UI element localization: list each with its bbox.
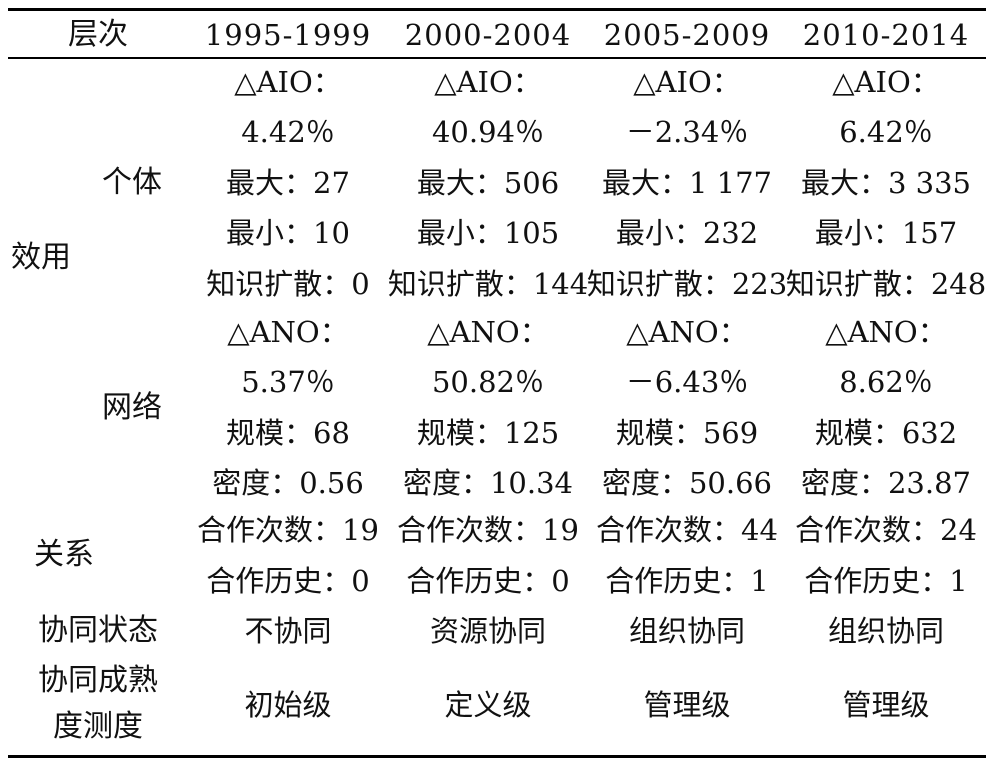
- cell-maturity: 管理级: [643, 688, 731, 722]
- cell-maturity: 管理级: [842, 688, 930, 722]
- cell-min: 最小：10: [226, 216, 350, 250]
- cell-diffusion: 知识扩散：223: [586, 267, 788, 301]
- cell-min: 最小：232: [615, 216, 759, 250]
- cell-ano-value: 5.37％: [241, 365, 335, 399]
- header-period-1: 1995-1999: [204, 18, 372, 52]
- row-label-maturity: 协同成熟 度测度: [38, 658, 158, 750]
- cell-density: 密度：23.87: [800, 466, 972, 500]
- row-label-utility: 效用: [11, 240, 71, 275]
- row-label-maturity-line-2: 度测度: [53, 709, 143, 744]
- cell-coop-history: 合作历史：1: [605, 564, 769, 598]
- header-level: 层次: [68, 17, 128, 52]
- cell-diffusion: 知识扩散：248: [785, 267, 987, 301]
- row-label-relation: 关系: [34, 537, 94, 572]
- cell-coop-count: 合作次数：24: [795, 513, 977, 547]
- row-label-synergy-state: 协同状态: [38, 613, 158, 648]
- cell-state: 组织协同: [827, 614, 945, 648]
- cell-max: 最大：27: [226, 166, 350, 200]
- row-label-maturity-line-1: 协同成熟: [38, 663, 158, 698]
- bottom-rule: [8, 755, 986, 758]
- cell-ano-label: △ANO：: [227, 315, 349, 349]
- cell-scale: 规模：125: [416, 416, 560, 450]
- cell-aio-value: 40.94％: [431, 115, 545, 149]
- cell-diffusion: 知识扩散：144: [387, 267, 589, 301]
- cell-aio-label: △AIO：: [832, 65, 940, 99]
- cell-state: 不协同: [244, 614, 332, 648]
- cell-coop-history: 合作历史：0: [406, 564, 570, 598]
- header-period-3: 2005-2009: [603, 18, 771, 52]
- cell-density: 密度：0.56: [212, 466, 364, 500]
- cell-max: 最大：1 177: [601, 166, 773, 200]
- cell-max: 最大：3 335: [800, 166, 972, 200]
- cell-aio-value: 4.42％: [241, 115, 335, 149]
- cell-coop-history: 合作历史：1: [804, 564, 968, 598]
- cell-maturity: 初始级: [244, 688, 332, 722]
- cell-state: 组织协同: [628, 614, 746, 648]
- cell-scale: 规模：632: [814, 416, 958, 450]
- cell-coop-history: 合作历史：0: [206, 564, 370, 598]
- row-label-network: 网络: [102, 390, 162, 425]
- cell-max: 最大：506: [416, 166, 560, 200]
- cell-state: 资源协同: [429, 614, 547, 648]
- cell-maturity: 定义级: [444, 688, 532, 722]
- cell-ano-value: 8.62％: [839, 365, 933, 399]
- cell-coop-count: 合作次数：44: [596, 513, 778, 547]
- cell-aio-label: △AIO：: [434, 65, 542, 99]
- cell-coop-count: 合作次数：19: [397, 513, 579, 547]
- cell-min: 最小：105: [416, 216, 560, 250]
- header-period-4: 2010-2014: [802, 18, 970, 52]
- cell-ano-value: 50.82％: [431, 365, 545, 399]
- cell-density: 密度：10.34: [402, 466, 574, 500]
- cell-aio-value: 6.42％: [839, 115, 933, 149]
- header-rule: [8, 57, 986, 59]
- cell-aio-label: △AIO：: [234, 65, 342, 99]
- cell-min: 最小：157: [814, 216, 958, 250]
- cell-ano-label: △ANO：: [626, 315, 748, 349]
- top-rule: [8, 8, 986, 11]
- cell-scale: 规模：569: [615, 416, 759, 450]
- cell-scale: 规模：68: [226, 416, 350, 450]
- row-label-individual: 个体: [102, 165, 162, 200]
- cell-aio-label: △AIO：: [633, 65, 741, 99]
- cell-diffusion: 知识扩散：0: [206, 267, 370, 301]
- cell-density: 密度：50.66: [601, 466, 773, 500]
- cell-aio-value: －2.34％: [625, 115, 749, 149]
- header-period-2: 2000-2004: [404, 18, 572, 52]
- cell-ano-label: △ANO：: [825, 315, 947, 349]
- cell-ano-value: －6.43％: [625, 365, 749, 399]
- cell-coop-count: 合作次数：19: [197, 513, 379, 547]
- cell-ano-label: △ANO：: [427, 315, 549, 349]
